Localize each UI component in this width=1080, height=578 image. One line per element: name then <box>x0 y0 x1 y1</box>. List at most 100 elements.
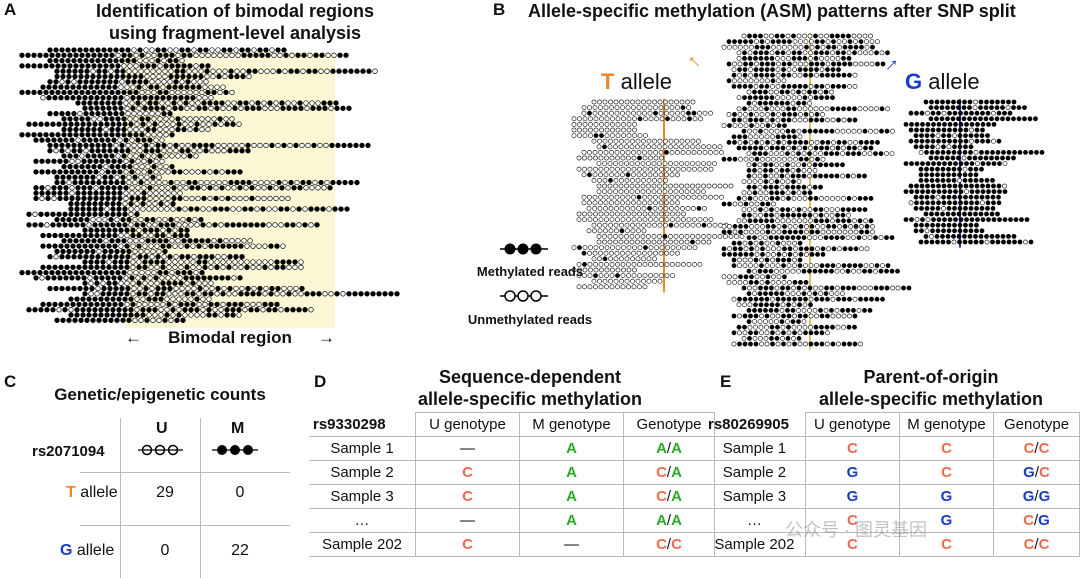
cpg-site <box>52 301 58 308</box>
cpg-site <box>187 126 193 133</box>
cpg-site <box>365 142 371 149</box>
cpg-site <box>205 89 211 96</box>
cpg-site <box>653 200 658 206</box>
cpg-site <box>241 238 247 244</box>
cpg-site <box>150 68 156 74</box>
cpg-site <box>115 163 121 170</box>
cpg-site <box>182 296 188 302</box>
cpg-site <box>952 194 957 200</box>
cpg-site <box>807 100 812 106</box>
cpg-site <box>74 121 80 127</box>
cpg-site <box>33 275 39 281</box>
cpg-site <box>796 285 802 291</box>
cpg-site <box>106 232 112 239</box>
cpg-site <box>979 228 985 234</box>
cpg-site <box>121 116 127 122</box>
cpg-site <box>774 128 780 134</box>
t-allele-letter: T <box>601 69 615 94</box>
cpg-site <box>746 235 752 240</box>
cpg-site <box>32 222 38 228</box>
cpg-site <box>695 161 701 166</box>
cpg-site <box>582 127 588 133</box>
cpg-site <box>841 117 847 123</box>
cpg-site <box>99 195 105 202</box>
cpg-site <box>158 201 164 207</box>
cpg-site <box>187 153 193 159</box>
cpg-site <box>652 99 657 105</box>
cpg-site <box>786 67 792 72</box>
cpg-site <box>748 279 754 285</box>
cpg-site <box>868 285 873 291</box>
cpg-site <box>765 279 770 285</box>
cpg-site <box>819 324 824 330</box>
cpg-site <box>785 235 790 240</box>
cpg-site <box>234 179 240 186</box>
cpg-site <box>182 307 188 313</box>
cpg-site <box>187 269 193 276</box>
cpg-site <box>1002 110 1007 116</box>
cpg-site <box>936 110 941 116</box>
cpg-site <box>81 137 87 143</box>
cpg-site <box>812 89 818 95</box>
cpg-site <box>691 194 697 200</box>
table-row: Sample 202 C C C/C <box>704 532 1080 557</box>
cpg-site <box>303 100 309 106</box>
cpg-site <box>1023 149 1028 155</box>
cpg-site <box>244 259 250 265</box>
cpg-site <box>823 268 829 274</box>
panel-a-title: Identification of bimodal regions using … <box>60 0 410 44</box>
cpg-site <box>908 183 914 189</box>
cpg-site <box>787 39 792 44</box>
cpg-site <box>991 110 996 116</box>
cpg-site <box>66 68 72 74</box>
cpg-site <box>139 132 145 138</box>
cpg-site <box>668 144 673 150</box>
cpg-site <box>957 228 963 234</box>
cpg-site <box>110 307 116 313</box>
cpg-site <box>852 296 858 302</box>
cpg-site <box>814 39 820 44</box>
cpg-site <box>929 166 935 172</box>
column-header: Genotype <box>993 412 1080 437</box>
cpg-site <box>792 279 798 285</box>
cpg-site <box>68 312 74 318</box>
cpg-site <box>975 161 980 166</box>
cpg-site <box>114 248 120 255</box>
cpg-site <box>786 240 792 246</box>
cpg-site <box>577 127 582 133</box>
cpg-site <box>228 68 234 74</box>
cpg-site <box>332 206 338 212</box>
cpg-site <box>131 142 137 149</box>
cpg-site <box>98 312 104 318</box>
cpg-site <box>597 205 603 211</box>
panel-c-title: Genetic/epigenetic counts <box>54 385 266 404</box>
cpg-site <box>796 190 802 196</box>
cpg-site <box>167 110 173 117</box>
cpg-site <box>110 312 116 318</box>
cpg-site <box>236 206 242 212</box>
cpg-site <box>38 222 44 228</box>
cpg-site <box>160 105 166 111</box>
cpg-site <box>79 238 85 244</box>
cpg-site <box>742 263 748 268</box>
t-allele-word: allele <box>620 69 672 94</box>
cpg-site <box>84 73 90 80</box>
cpg-site <box>747 145 753 151</box>
cpg-site <box>884 128 890 134</box>
cpg-site <box>160 259 166 265</box>
cpg-site <box>753 263 759 268</box>
cpg-site <box>807 291 812 296</box>
cpg-site <box>775 341 781 347</box>
cpg-site <box>295 52 301 58</box>
cpg-site <box>956 99 962 105</box>
cpg-site <box>131 110 137 117</box>
cpg-site <box>803 279 809 285</box>
cpg-site <box>37 63 43 69</box>
cpg-site <box>118 264 124 270</box>
cpg-site <box>659 211 664 217</box>
cpg-site <box>737 72 742 78</box>
cpg-site <box>731 72 737 78</box>
cpg-site <box>764 302 769 308</box>
cpg-site <box>66 73 72 80</box>
cpg-site <box>753 56 758 61</box>
